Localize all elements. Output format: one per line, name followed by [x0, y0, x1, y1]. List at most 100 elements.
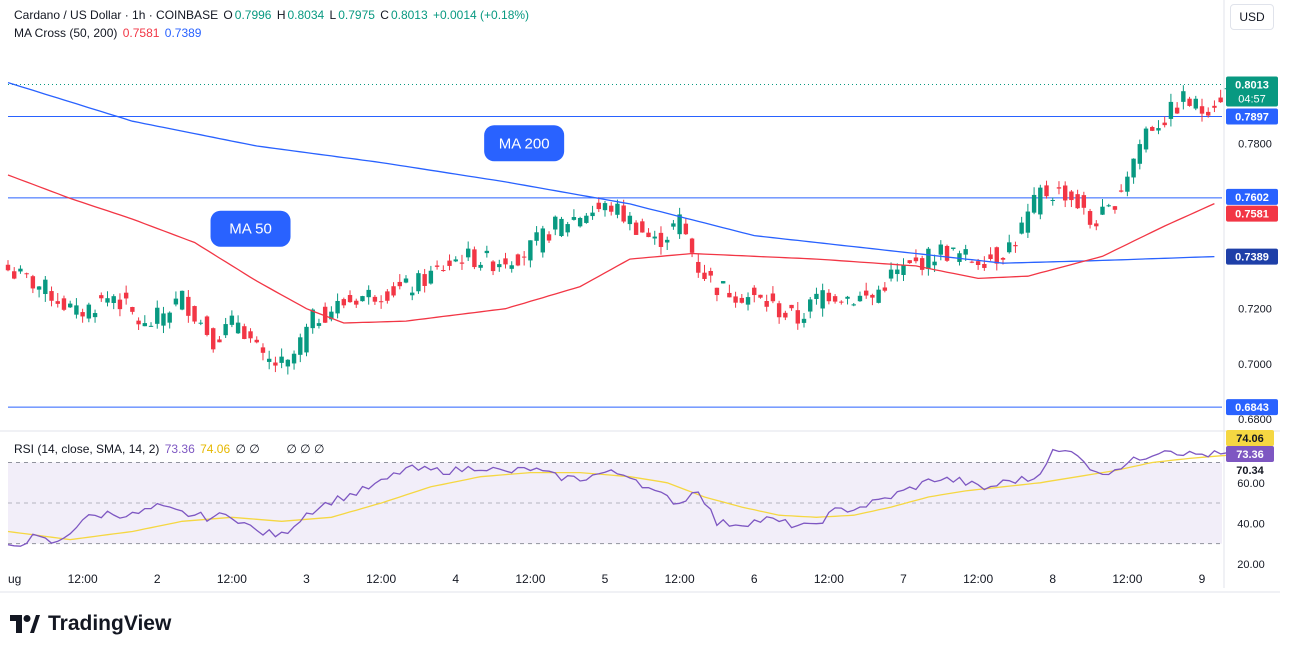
open-label: O: [223, 8, 233, 22]
symbol-title[interactable]: Cardano / US Dollar · 1h · COINBASE: [14, 8, 219, 22]
candle: [211, 327, 216, 353]
candle: [1100, 198, 1105, 215]
candle-body: [30, 276, 36, 289]
candle-body: [273, 362, 278, 366]
chart-canvas[interactable]: MA 200 MA 50 0.7800 0.7200 0.7000 0.6800 0.801…: [0, 0, 1292, 600]
candle: [1050, 197, 1055, 206]
price-label-text: 0.7602: [1235, 192, 1269, 204]
candle: [521, 251, 527, 266]
candle-body: [86, 304, 92, 319]
candle-body: [845, 296, 850, 299]
candle: [1199, 98, 1205, 122]
candle-body: [391, 286, 396, 296]
candle: [994, 246, 999, 271]
symbol-header: Cardano / US Dollar · 1h · COINBASE O 0.7…: [14, 8, 531, 22]
candle-body: [627, 215, 633, 225]
candle: [49, 286, 54, 307]
candle: [683, 218, 689, 235]
candle-body: [279, 356, 284, 363]
candle: [633, 220, 639, 235]
candle: [808, 296, 813, 319]
candle: [441, 265, 446, 272]
candle-body: [1100, 206, 1105, 215]
candle: [372, 295, 378, 305]
candle: [1081, 191, 1087, 215]
candle: [391, 282, 396, 298]
candle: [876, 285, 881, 304]
candle-body: [198, 322, 203, 324]
time-tick: 7: [900, 572, 907, 586]
candle: [285, 359, 291, 375]
candle: [74, 298, 79, 319]
candle-body: [1206, 111, 1211, 116]
callout-label: MA 50: [229, 221, 272, 238]
candle-body: [285, 359, 291, 367]
candle-body: [148, 325, 154, 327]
candle-body: [553, 216, 558, 230]
candle: [43, 275, 48, 302]
price-label-box: [1226, 248, 1278, 265]
candle-body: [130, 307, 135, 312]
candle: [86, 302, 92, 323]
candle: [148, 322, 154, 327]
high-label: H: [276, 8, 286, 22]
candle: [1112, 205, 1118, 214]
candle: [310, 308, 315, 334]
candle: [640, 218, 645, 233]
candle-body: [503, 258, 508, 265]
price-label-text: 0.7897: [1235, 112, 1269, 124]
candle: [708, 267, 713, 283]
candle-body: [1013, 245, 1018, 247]
candle-body: [304, 326, 309, 353]
candle: [304, 323, 309, 357]
candle-body: [951, 247, 956, 249]
candle-body: [1106, 205, 1111, 207]
tradingview-logo[interactable]: TradingView: [10, 612, 171, 636]
candle: [534, 226, 539, 246]
candle-body: [658, 232, 664, 247]
close-label: C: [380, 8, 389, 22]
candle: [1075, 189, 1080, 210]
candle: [1206, 107, 1211, 118]
candle-body: [839, 301, 844, 303]
candle-body: [913, 257, 919, 262]
candle: [758, 294, 763, 299]
candle: [745, 292, 751, 311]
candle: [969, 260, 975, 264]
rsi-label[interactable]: RSI (14, close, SMA, 14, 2): [14, 442, 160, 456]
candle-body: [957, 253, 962, 262]
candle-body: [335, 300, 340, 314]
candle: [497, 259, 502, 272]
ma-cross-label[interactable]: MA Cross (50, 200): [14, 26, 118, 40]
candle-body: [329, 311, 334, 320]
candle-body: [453, 259, 458, 262]
candle: [130, 306, 135, 315]
candle: [845, 295, 850, 305]
currency-button[interactable]: USD: [1230, 4, 1274, 30]
time-tick: 12:00: [814, 572, 844, 586]
candle-body: [428, 270, 434, 284]
price-tick: 0.7200: [1238, 304, 1272, 316]
candle-body: [795, 310, 800, 324]
candle-body: [441, 270, 446, 272]
price-label-0.7897: 0.7897: [1226, 108, 1278, 125]
candle-body: [310, 309, 315, 329]
ma50-value: 0.7581: [122, 26, 160, 40]
ma-cross-header: MA Cross (50, 200) 0.7581 0.7389: [14, 26, 203, 40]
candle-body: [161, 313, 166, 326]
candle: [1038, 184, 1043, 220]
candle-body: [820, 290, 825, 309]
candle: [944, 244, 950, 262]
ma200-value: 0.7389: [164, 26, 202, 40]
candle-body: [111, 296, 116, 303]
candle-body: [254, 339, 259, 343]
candle-body: [347, 295, 353, 303]
candle-body: [938, 244, 944, 255]
candle: [714, 287, 720, 302]
candle: [266, 350, 272, 370]
candle: [1218, 89, 1223, 103]
candle: [1174, 102, 1180, 114]
candle: [248, 328, 253, 343]
candle-body: [1212, 105, 1217, 108]
candle-body: [907, 260, 912, 264]
